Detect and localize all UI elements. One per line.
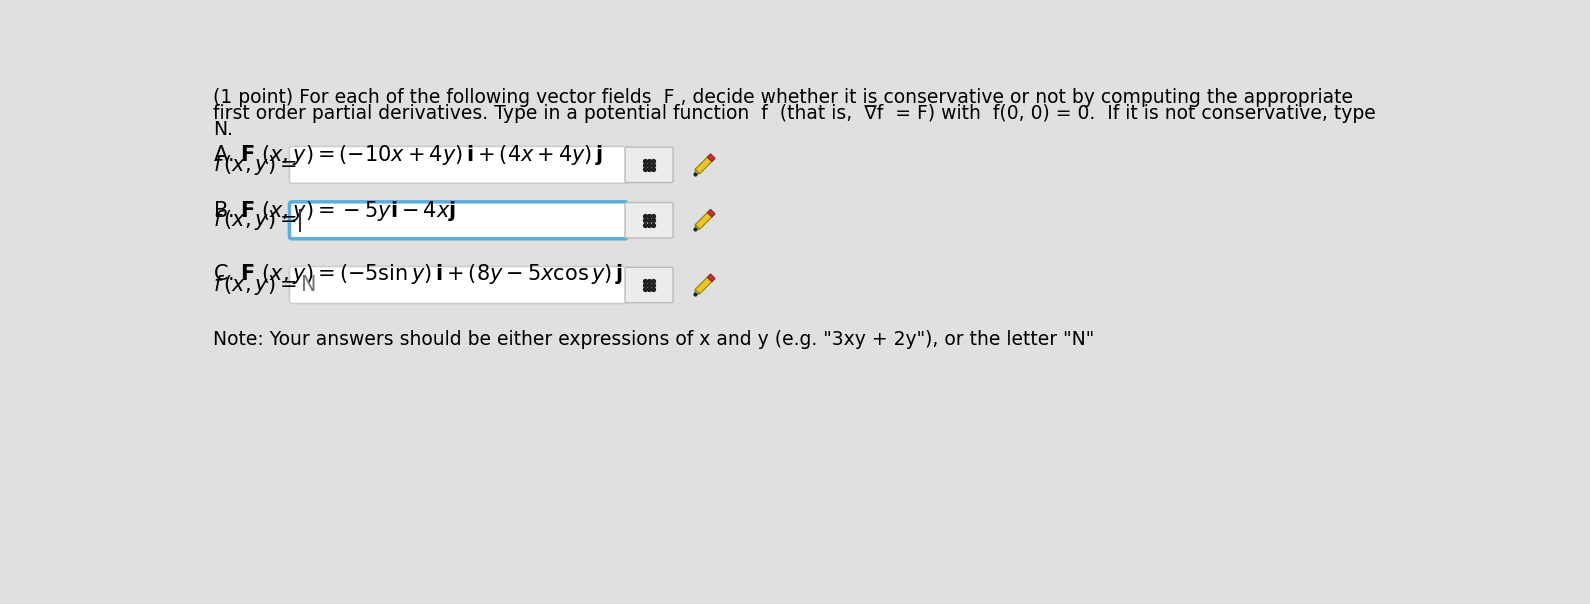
Polygon shape	[708, 210, 716, 217]
Polygon shape	[695, 213, 712, 229]
Polygon shape	[708, 274, 716, 281]
Text: (1 point) For each of the following vector fields  F , decide whether it is cons: (1 point) For each of the following vect…	[213, 88, 1353, 107]
Text: first order partial derivatives. Type in a potential function  f  (that is,  ∇f : first order partial derivatives. Type in…	[213, 104, 1375, 123]
Text: $f\,(x, y) =$: $f\,(x, y) =$	[213, 153, 297, 177]
Polygon shape	[695, 157, 712, 174]
Text: N: N	[301, 275, 316, 295]
Text: A. $\mathbf{F}$ $(x, y) = (-10x + 4y)\,\mathbf{i} + (4x + 4y)\,\mathbf{j}$: A. $\mathbf{F}$ $(x, y) = (-10x + 4y)\,\…	[213, 143, 603, 167]
FancyBboxPatch shape	[289, 202, 628, 239]
FancyBboxPatch shape	[289, 146, 628, 184]
Text: B. $\mathbf{F}$ $(x, y) = -5y\mathbf{i} - 4x\mathbf{j}$: B. $\mathbf{F}$ $(x, y) = -5y\mathbf{i} …	[213, 199, 456, 223]
Polygon shape	[695, 169, 700, 174]
Text: N.: N.	[213, 120, 232, 139]
Polygon shape	[695, 277, 712, 294]
Text: $f\,(x, y) =$: $f\,(x, y) =$	[213, 273, 297, 297]
Polygon shape	[695, 225, 700, 229]
Text: Note: Your answers should be either expressions of x and y (e.g. "3xy + 2y"), or: Note: Your answers should be either expr…	[213, 330, 1094, 349]
FancyBboxPatch shape	[625, 202, 673, 238]
FancyBboxPatch shape	[289, 266, 628, 303]
FancyBboxPatch shape	[625, 147, 673, 182]
Polygon shape	[695, 289, 700, 294]
Polygon shape	[708, 154, 716, 161]
Text: $f\,(x, y) =$: $f\,(x, y) =$	[213, 208, 297, 233]
Text: C. $\mathbf{F}$ $(x, y) = (-5\sin y)\,\mathbf{i} + (8y - 5x\cos y)\,\mathbf{j}$: C. $\mathbf{F}$ $(x, y) = (-5\sin y)\,\m…	[213, 262, 622, 286]
FancyBboxPatch shape	[625, 268, 673, 303]
